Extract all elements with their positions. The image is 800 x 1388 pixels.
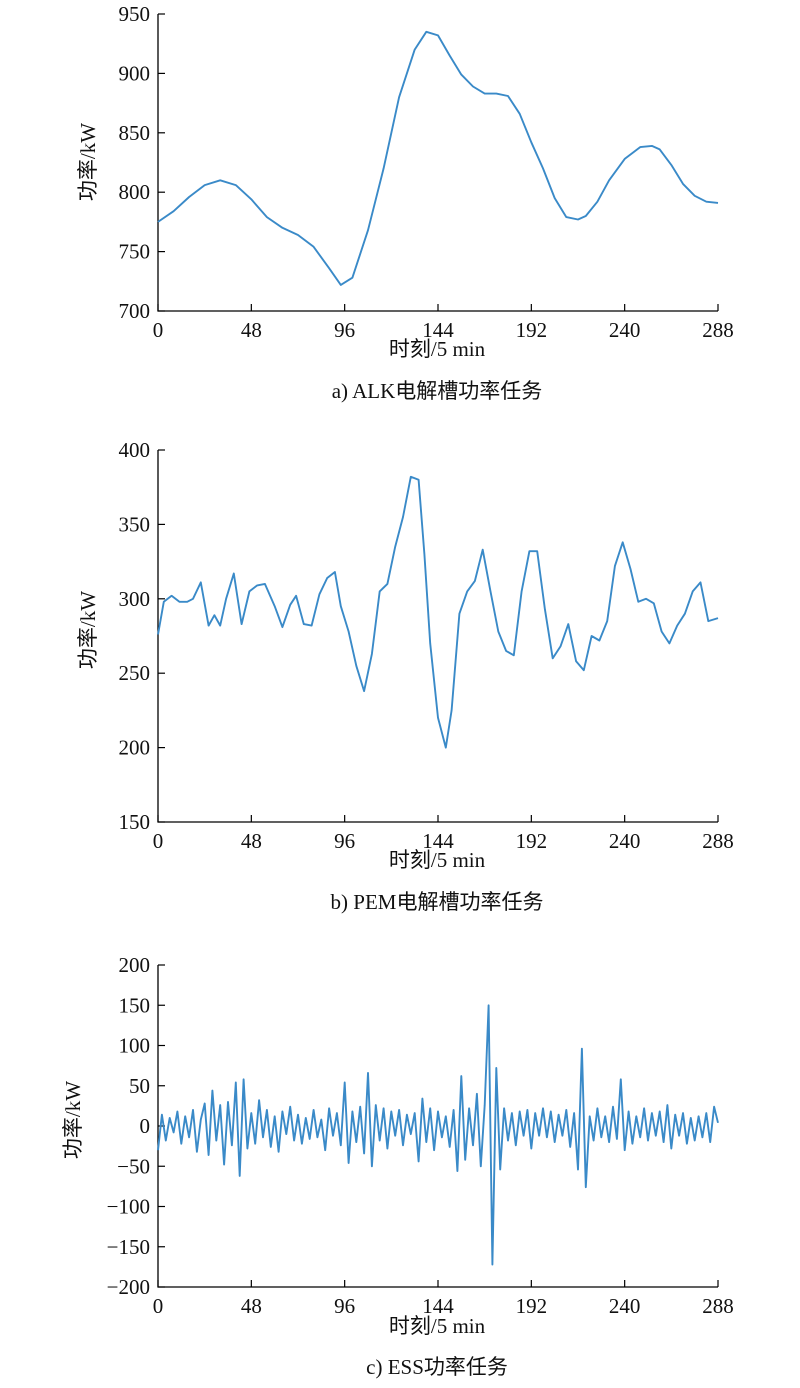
- axes-frame: [157, 450, 718, 823]
- x-tick-label: 96: [334, 829, 355, 853]
- x-tick-label: 192: [516, 318, 548, 342]
- y-tick-label: 200: [119, 736, 151, 760]
- x-tick-label: 96: [334, 1294, 355, 1318]
- x-tick-label: 240: [609, 829, 641, 853]
- y-tick-label: 150: [119, 810, 151, 834]
- x-tick-label: 288: [702, 829, 734, 853]
- x-tick-label: 0: [153, 1294, 164, 1318]
- y-tick-label: 700: [119, 299, 151, 323]
- y-tick-label: 150: [119, 993, 151, 1017]
- x-tick-label: 240: [609, 318, 641, 342]
- x-tick-label: 192: [516, 829, 548, 853]
- x-tick-label: 48: [241, 318, 262, 342]
- chart-alk: 700 750 800 850 900 950 0 48 96 144 192 240 288 功率/kW…: [76, 2, 734, 403]
- y-tick-label: 950: [119, 2, 151, 26]
- chart-ess: −200 −150 −100 −50 0 50 100 150 200 0 48 96 144 192 24…: [61, 953, 734, 1379]
- y-tick-label: 200: [119, 953, 151, 977]
- y-tick-label: 50: [129, 1074, 150, 1098]
- axes-frame: [157, 14, 718, 312]
- x-axis-title: 时刻/5 min: [389, 1314, 486, 1338]
- y-tick-label: 350: [119, 512, 151, 536]
- chart-caption: b) PEM电解槽功率任务: [331, 890, 544, 914]
- y-tick-label: −150: [107, 1235, 150, 1259]
- y-axis-title: 功率/kW: [76, 591, 100, 669]
- series-line: [157, 30, 719, 286]
- y-tick-label: 900: [119, 61, 151, 85]
- y-tick-label: 750: [119, 240, 151, 264]
- x-tick-label: 144: [422, 1294, 454, 1318]
- y-tick-label: 100: [119, 1034, 151, 1058]
- y-tick-label: 400: [119, 438, 151, 462]
- x-tick-label: 0: [153, 318, 164, 342]
- x-tick-label: 48: [241, 1294, 262, 1318]
- chart-caption: a) ALK电解槽功率任务: [332, 379, 543, 403]
- x-tick-label: 288: [702, 318, 734, 342]
- y-tick-label: 300: [119, 587, 151, 611]
- x-axis-title: 时刻/5 min: [389, 848, 486, 872]
- y-tick-label: 0: [140, 1114, 151, 1138]
- y-tick-label: 250: [119, 661, 151, 685]
- x-tick-label: 96: [334, 318, 355, 342]
- series-line: [157, 1004, 719, 1266]
- y-axis-title: 功率/kW: [61, 1081, 85, 1159]
- x-axis-title: 时刻/5 min: [389, 337, 486, 361]
- series-line: [157, 475, 719, 749]
- x-tick-label: 144: [422, 829, 454, 853]
- x-tick-label: 0: [153, 829, 164, 853]
- y-tick-label: −100: [107, 1195, 150, 1219]
- x-tick-label: 48: [241, 829, 262, 853]
- y-tick-label: −50: [117, 1154, 150, 1178]
- y-tick-label: 850: [119, 121, 151, 145]
- x-tick-label: 192: [516, 1294, 548, 1318]
- chart-caption: c) ESS功率任务: [366, 1355, 508, 1379]
- y-tick-label: −200: [107, 1275, 150, 1299]
- y-tick-label: 800: [119, 180, 151, 204]
- y-axis-title: 功率/kW: [76, 123, 100, 201]
- x-tick-label: 288: [702, 1294, 734, 1318]
- chart-pem: 150 200 250 300 350 400 0 48 96 144 192 240 288 功率/kW…: [76, 438, 734, 914]
- x-tick-label: 144: [422, 318, 454, 342]
- x-tick-label: 240: [609, 1294, 641, 1318]
